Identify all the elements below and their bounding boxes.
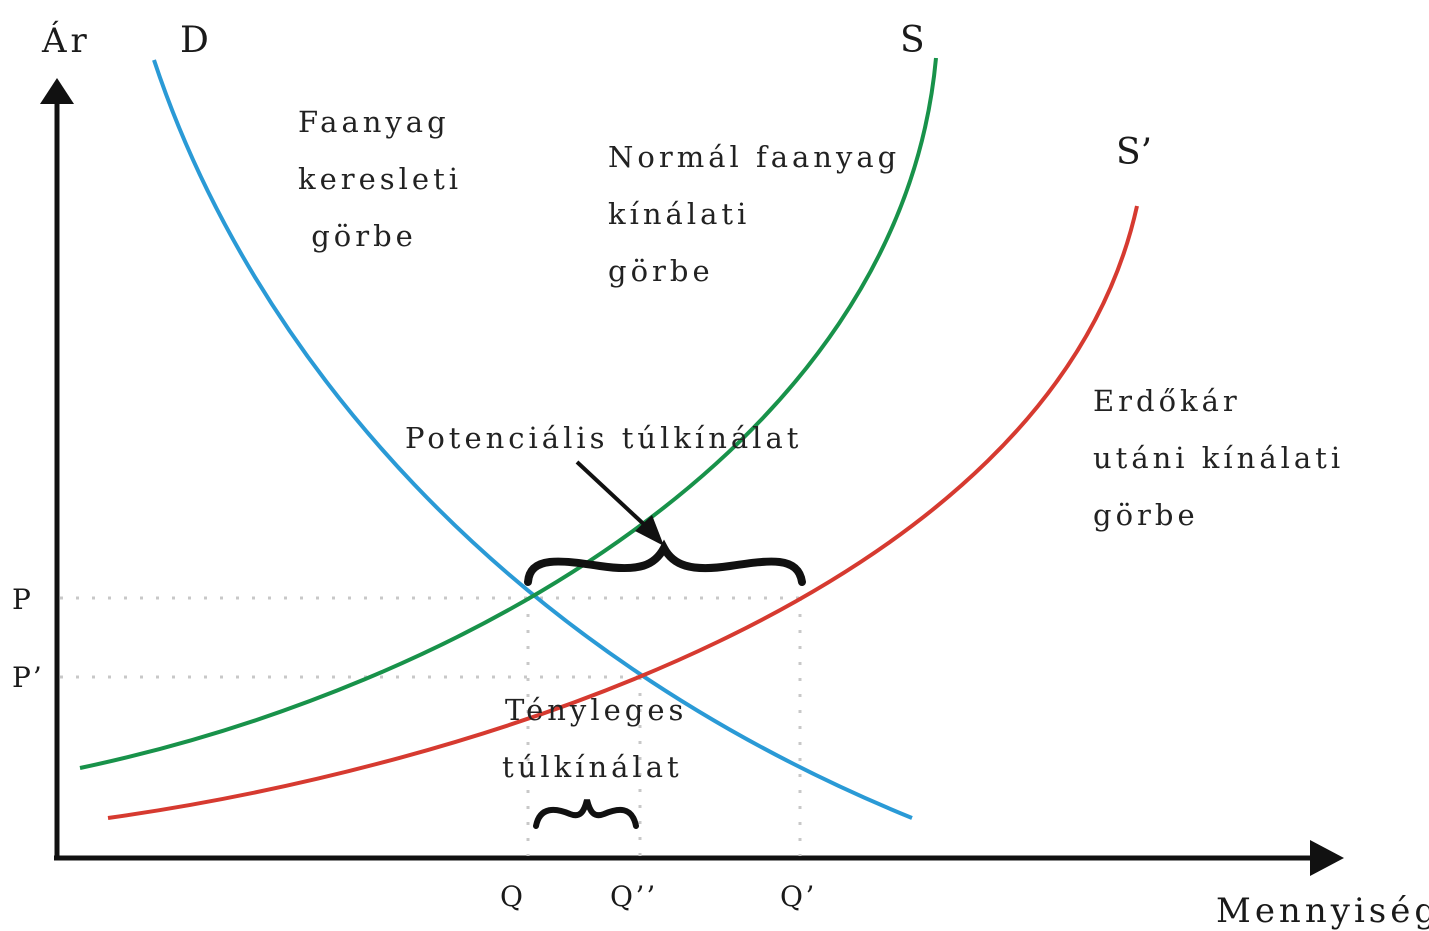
supply-curve-name: S bbox=[900, 20, 925, 61]
x-tick-q: Q bbox=[500, 880, 525, 913]
supply-after-curve-name: S’ bbox=[1116, 132, 1152, 173]
potential-surplus-arrow bbox=[575, 460, 652, 532]
supply-after-damage-curve bbox=[107, 205, 1139, 820]
demand-curve bbox=[152, 59, 913, 820]
x-tick-q-prime: Q’ bbox=[780, 880, 816, 913]
x-axis-arrow bbox=[1310, 840, 1344, 876]
supply-after-curve-description: Erdőkár utáni kínálati görbe bbox=[1093, 384, 1357, 532]
y-axis-arrow bbox=[40, 78, 74, 104]
x-tick-q-double-prime: Q’’ bbox=[610, 880, 657, 913]
potential-surplus-label: Potenciális túlkínálat bbox=[405, 421, 802, 455]
x-axis-label: Mennyiség bbox=[1216, 891, 1429, 931]
y-axis-label: Ár bbox=[41, 20, 91, 61]
supply-curve-description: Normál faanyag kínálati görbe bbox=[608, 140, 913, 288]
potential-surplus-brace bbox=[524, 539, 806, 586]
potential-surplus-arrowhead bbox=[635, 515, 664, 546]
actual-surplus-brace bbox=[533, 799, 639, 829]
demand-curve-description: Faanyag keresleti görbe bbox=[0, 0, 528, 253]
supply-curve bbox=[79, 57, 938, 770]
demand-curve-name: D bbox=[180, 20, 209, 61]
y-tick-p: P bbox=[12, 583, 33, 616]
y-tick-p-prime: P’ bbox=[12, 661, 44, 694]
actual-surplus-label: Tényleges túlkínálat bbox=[502, 693, 701, 784]
